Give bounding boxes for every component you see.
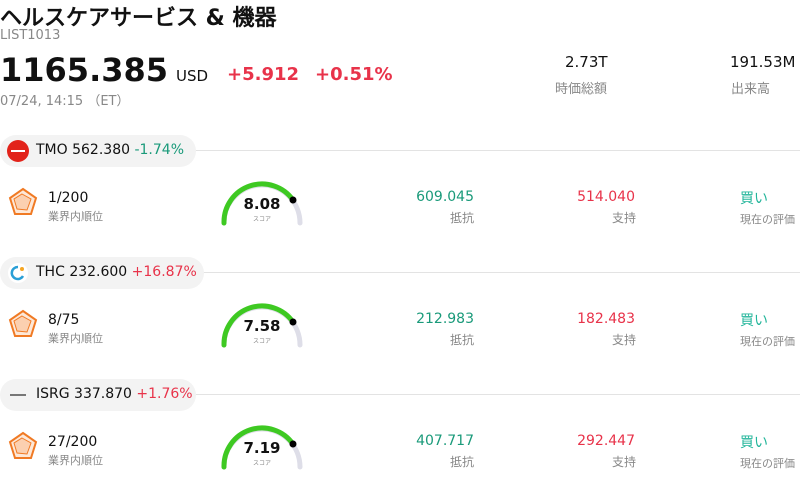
rank-radar bbox=[8, 431, 38, 459]
currency: USD bbox=[176, 67, 209, 85]
row-separator bbox=[190, 150, 800, 151]
rank-radar bbox=[8, 309, 38, 337]
code: LIST1013 bbox=[0, 28, 61, 43]
resistance-label: 抵抗 bbox=[450, 455, 475, 469]
ticker-price: 562.380 bbox=[72, 142, 131, 158]
gauge bbox=[218, 301, 308, 355]
stat-label: 時価総額 bbox=[555, 82, 608, 97]
rank: 8/75 bbox=[48, 312, 80, 328]
logo-icon bbox=[8, 263, 28, 283]
logo bbox=[7, 384, 29, 410]
resistance: 609.045 bbox=[416, 189, 474, 205]
support: 292.447 bbox=[577, 433, 635, 449]
title: ヘルスケアサービス & 機器 bbox=[0, 6, 277, 31]
ticker: ISRG bbox=[36, 386, 70, 402]
ticker-price: 232.600 bbox=[69, 264, 128, 280]
stat-value: 191.53M bbox=[730, 53, 796, 71]
rating-label: 現在の評価 bbox=[740, 457, 795, 470]
price: 1165.385 bbox=[0, 51, 169, 89]
time: 07/24, 14:15 （ET） bbox=[0, 94, 130, 109]
score: 7.19 bbox=[243, 439, 281, 457]
ticker-price: 337.870 bbox=[74, 386, 132, 402]
score: 8.08 bbox=[243, 195, 281, 213]
resistance-label: 抵抗 bbox=[450, 333, 475, 347]
ticker-change: -1.74% bbox=[134, 142, 184, 158]
rank-label: 業界内順位 bbox=[48, 332, 103, 345]
support-label: 支持 bbox=[612, 333, 637, 347]
gauge-arc bbox=[221, 303, 303, 348]
ticker-change: +16.87% bbox=[131, 264, 197, 280]
score-label: スコア bbox=[252, 216, 271, 223]
rank-label: 業界内順位 bbox=[48, 454, 103, 467]
rank-icon bbox=[8, 187, 38, 221]
resistance-label: 抵抗 bbox=[450, 211, 475, 225]
rating: 買い bbox=[740, 435, 768, 451]
rating-label: 現在の評価 bbox=[740, 335, 795, 348]
score-label: スコア bbox=[252, 338, 271, 345]
logo bbox=[7, 262, 29, 288]
resistance: 407.717 bbox=[416, 433, 474, 449]
rank: 1/200 bbox=[48, 190, 89, 206]
score: 7.58 bbox=[243, 317, 281, 335]
support: 514.040 bbox=[577, 189, 635, 205]
rating: 買い bbox=[740, 191, 768, 207]
ticker-line: TMO 562.380 -1.74% bbox=[36, 142, 184, 158]
score-label: スコア bbox=[252, 460, 271, 467]
gauge-arc bbox=[221, 181, 303, 226]
gauge bbox=[218, 423, 308, 477]
ticker-pill bbox=[0, 257, 204, 289]
row-separator bbox=[190, 272, 800, 273]
rating: 買い bbox=[740, 313, 768, 329]
ticker: TMO bbox=[36, 142, 68, 158]
ticker-pill bbox=[0, 379, 196, 411]
stat-label: 出来高 bbox=[731, 82, 771, 97]
logo-icon bbox=[7, 384, 29, 406]
support-label: 支持 bbox=[612, 455, 637, 469]
support-label: 支持 bbox=[612, 211, 637, 225]
rating-label: 現在の評価 bbox=[740, 213, 795, 226]
rank-radar bbox=[8, 187, 38, 215]
ticker-pill bbox=[0, 135, 196, 167]
change-pct: +0.51% bbox=[315, 64, 393, 85]
change: +5.912 bbox=[227, 64, 300, 85]
gauge-arc bbox=[221, 425, 303, 470]
ticker: THC bbox=[36, 264, 65, 280]
row-separator bbox=[190, 394, 800, 395]
gauge bbox=[218, 179, 308, 233]
ticker-line: THC 232.600 +16.87% bbox=[36, 264, 197, 280]
rank: 27/200 bbox=[48, 434, 98, 450]
logo bbox=[7, 140, 29, 166]
ticker-change: +1.76% bbox=[136, 386, 193, 402]
resistance: 212.983 bbox=[416, 311, 474, 327]
stat-value: 2.73T bbox=[565, 53, 608, 71]
support: 182.483 bbox=[577, 311, 635, 327]
rank-label: 業界内順位 bbox=[48, 210, 103, 223]
rank-icon bbox=[8, 431, 38, 465]
ticker-line: ISRG 337.870 +1.76% bbox=[36, 386, 193, 402]
rank-icon bbox=[8, 309, 38, 343]
logo-icon bbox=[7, 140, 29, 162]
